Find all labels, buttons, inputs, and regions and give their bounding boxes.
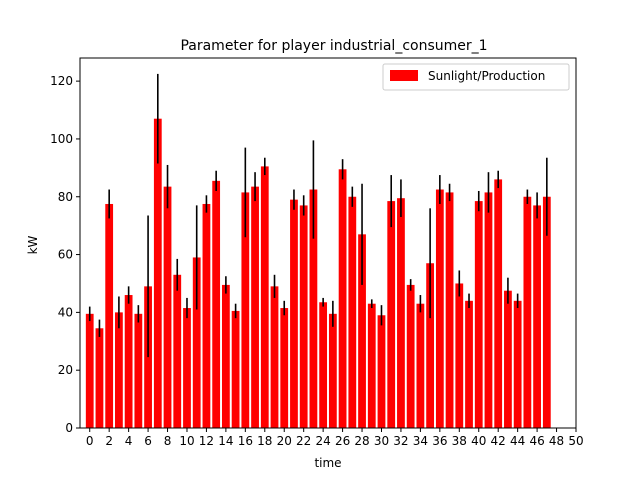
y-axis-label: kW [26,235,40,254]
error-bars-layer [88,73,548,358]
x-axis-label: time [314,456,341,470]
x-tick-label: 14 [218,434,233,448]
bar [309,189,318,428]
bar [105,203,114,428]
bar [319,302,328,428]
x-tick-label: 0 [86,434,94,448]
bar [513,300,522,428]
plot-area-frame [79,57,577,429]
bar [367,303,376,428]
legend-swatch [390,70,418,81]
bar [494,179,503,428]
y-tick-label: 40 [58,305,73,319]
x-tick-label: 2 [105,434,113,448]
y-tick-label: 60 [58,248,73,262]
bar [445,192,454,428]
chart-title: Parameter for player industrial_consumer… [180,38,487,54]
bar [85,313,94,428]
x-tick-label: 8 [164,434,172,448]
bar [241,192,250,428]
y-tick-label: 20 [58,363,73,377]
x-tick-label: 32 [393,434,408,448]
x-tick-label: 26 [335,434,350,448]
bar [397,198,405,428]
bar [406,284,415,428]
bar [348,196,357,428]
y-tick-label: 80 [58,190,73,204]
x-axis-ticks: 0 2 4 6 8 10 12 14 16 18 20 22 24 26 28 30 32 34 36 38 40 42 4… [86,428,584,448]
bar [134,313,143,428]
x-tick-label: 18 [257,434,272,448]
bar [95,328,104,428]
bar [328,313,337,428]
bar [504,290,512,428]
bar [542,196,551,428]
bar [474,201,483,428]
y-tick-label: 0 [65,421,73,435]
legend: Sunlight/Production [382,63,570,91]
bar [231,310,240,428]
bar [260,166,269,428]
y-axis-ticks: 0 20 40 60 80 100 120 [50,74,80,435]
x-tick-label: 48 [549,434,564,448]
bar [115,312,123,428]
x-tick-label: 34 [413,434,428,448]
legend-label: Sunlight/Production [428,69,545,83]
bar [173,274,182,428]
x-tick-label: 46 [529,434,544,448]
x-tick-label: 40 [471,434,486,448]
y-tick-label: 100 [50,132,73,146]
bar [153,118,162,428]
bar [523,196,532,428]
bar [426,263,435,428]
bar [299,205,308,428]
x-tick-label: 24 [315,434,330,448]
x-tick-label: 10 [179,434,194,448]
bar [435,189,444,428]
bar [280,308,289,428]
bar [192,257,201,428]
bar [484,192,493,428]
bar [465,300,473,428]
x-tick-label: 20 [277,434,292,448]
bar [416,303,425,428]
bar [270,286,279,428]
bar [358,234,366,428]
x-tick-label: 6 [144,434,152,448]
x-tick-label: 44 [510,434,525,448]
x-tick-label: 36 [432,434,447,448]
bar [163,186,172,428]
bar [124,295,133,428]
bar [290,199,298,428]
bar [251,186,259,428]
x-tick-label: 30 [374,434,389,448]
bar [455,283,464,428]
y-tick-label: 120 [50,74,73,88]
legend-box [382,63,570,91]
x-tick-label: 50 [568,434,583,448]
bar [338,169,347,428]
bar [183,308,191,428]
x-tick-label: 4 [125,434,133,448]
bar [387,201,396,428]
x-tick-label: 28 [354,434,369,448]
x-tick-label: 12 [199,434,214,448]
bar [202,203,211,428]
x-tick-label: 22 [296,434,311,448]
x-tick-label: 16 [238,434,253,448]
bar [221,284,230,428]
bar [533,205,541,428]
x-tick-label: 42 [491,434,506,448]
bar [377,315,386,428]
bar [212,180,221,428]
x-tick-label: 38 [452,434,467,448]
